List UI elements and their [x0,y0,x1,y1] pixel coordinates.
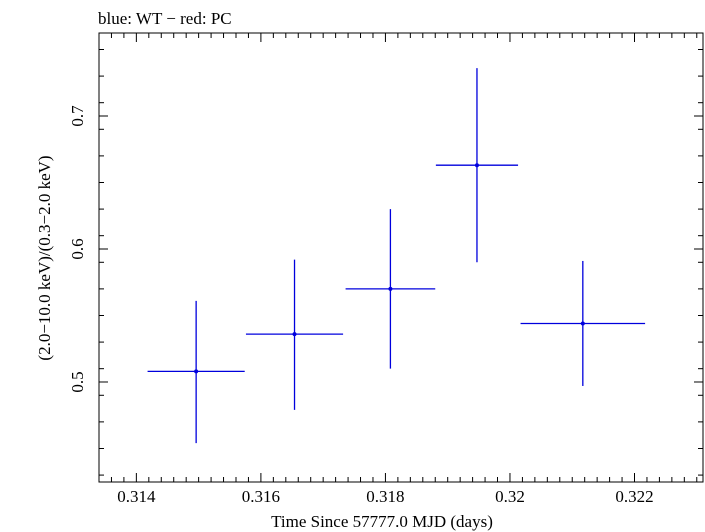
point-marker [580,321,585,326]
data-point [147,300,245,444]
x-tick-label: 0.32 [495,487,525,506]
x-tick-label: 0.318 [366,487,404,506]
plot-frame [98,32,704,483]
data-point [435,68,519,263]
point-marker [388,286,393,291]
x-axis-label: Time Since 57777.0 MJD (days) [271,512,493,531]
y-tick-label: 0.6 [68,238,87,259]
x-tick-label: 0.316 [242,487,280,506]
x-tick-label: 0.322 [615,487,653,506]
chart-title: blue: WT − red: PC [98,9,232,28]
data-point [345,209,436,369]
y-axis-label: (2.0−10.0 keV)/(0.3−2.0 keV) [35,155,54,360]
axis-ticks [98,33,703,482]
point-marker [474,163,479,168]
tick-labels: 0.314 0.316 0.318 0.32 0.322 0.5 0.6 0.7 [68,105,654,506]
data-point [245,259,344,410]
point-marker [292,332,297,337]
data-points [147,68,646,444]
y-tick-label: 0.5 [68,371,87,392]
y-tick-label: 0.7 [68,105,87,127]
point-marker [194,369,199,374]
data-point [520,260,646,386]
x-tick-label: 0.314 [117,487,156,506]
